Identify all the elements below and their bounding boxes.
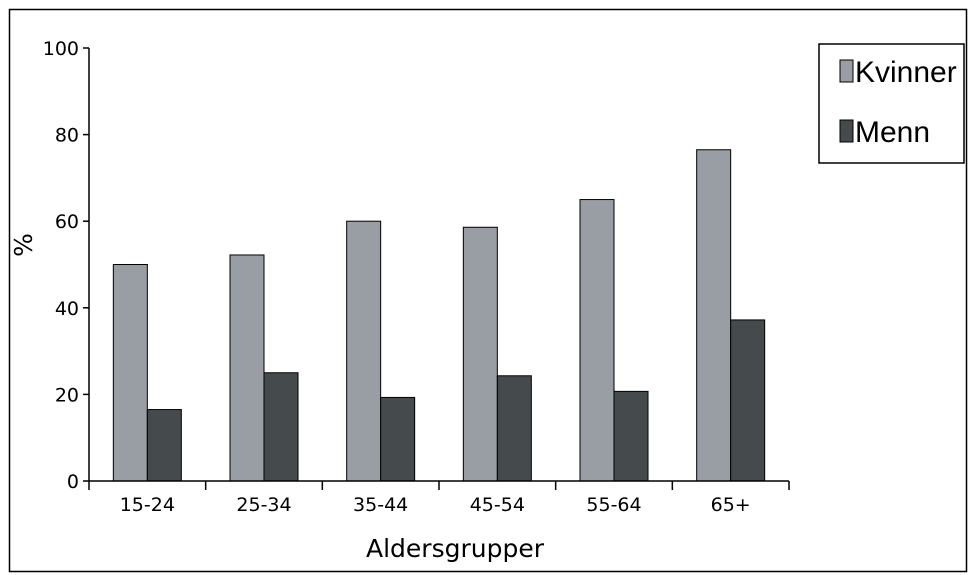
bar-menn-65+ <box>730 319 766 482</box>
bars-group <box>112 149 766 482</box>
y-tick-label-0: 0 <box>67 471 79 493</box>
x-tick-label-45-54: 45-54 <box>470 494 525 516</box>
bar-menn-55-64 <box>613 390 649 482</box>
legend-label-menn: Menn <box>855 116 930 149</box>
y-axis-title: % <box>9 233 38 257</box>
bar-kvinner-25-34 <box>229 254 265 482</box>
x-tick-label-15-24: 15-24 <box>120 494 175 516</box>
bar-kvinner-55-64 <box>579 199 615 482</box>
x-tick-label-55-64: 55-64 <box>586 494 641 516</box>
bar-kvinner-45-54 <box>462 226 498 482</box>
y-tick-label-60: 60 <box>55 211 79 233</box>
y-tick-label-80: 80 <box>55 125 79 147</box>
x-tick-label-25-34: 25-34 <box>236 494 291 516</box>
bar-menn-35-44 <box>380 396 416 482</box>
legend: Kvinner Menn <box>818 43 965 164</box>
x-tick-label-35-44: 35-44 <box>353 494 408 516</box>
bar-menn-15-24 <box>146 409 182 482</box>
bar-kvinner-35-44 <box>346 220 382 482</box>
y-tick-label-20: 20 <box>55 384 79 406</box>
x-tick-label-65+: 65+ <box>711 494 751 516</box>
legend-swatch-kvinner <box>839 59 854 83</box>
y-tick-label-40: 40 <box>55 298 79 320</box>
bar-menn-45-54 <box>496 375 532 482</box>
bar-kvinner-65+ <box>696 149 732 482</box>
x-ticks-group: 15-24 25-34 35-44 45-54 55-64 65+ <box>88 481 790 516</box>
legend-label-kvinner: Kvinner <box>855 56 957 89</box>
y-tick-label-100: 100 <box>43 38 79 60</box>
legend-swatch-menn <box>839 119 854 143</box>
y-ticks-group: 0 20 40 60 80 100 <box>43 38 89 493</box>
bar-kvinner-15-24 <box>112 264 148 482</box>
x-axis-title: Aldersgrupper <box>366 534 545 563</box>
bar-menn-25-34 <box>263 372 299 482</box>
